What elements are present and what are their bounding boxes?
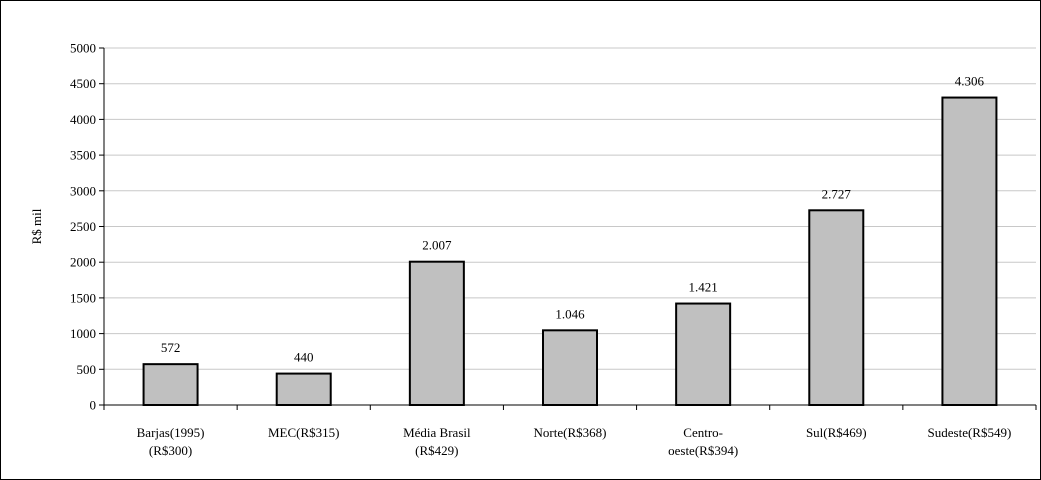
bars [142,96,998,407]
y-tick-labels: 0 500 1000 1500 2000 2500 3000 3500 4000 4500 5000 [70,41,96,413]
y-tick-label: 500 [77,362,97,377]
data-labels: 572 440 2.007 1.046 1.421 2.727 4.306 [161,74,985,365]
bar [675,302,732,406]
bar [808,209,865,406]
x-category-label: Norte(R$368) [534,425,607,440]
y-tick-label: 4000 [70,112,96,127]
data-label: 572 [161,340,181,355]
y-tick-label: 1000 [70,326,96,341]
x-category-label: Sul(R$469) [806,425,867,440]
bar [542,329,598,407]
y-tick-label: 2000 [70,255,96,270]
axes [99,47,1037,410]
data-label: 1.046 [555,306,585,321]
y-tick-label: 4500 [70,76,96,91]
bar [275,372,332,407]
data-label: 2.727 [822,186,852,201]
y-tick-label: 1500 [70,290,96,305]
bar [142,363,199,407]
y-tick-label: 5000 [70,41,96,56]
y-tick-label: 3000 [70,183,96,198]
y-tick-label: 3500 [70,148,96,163]
x-category-label: MEC(R$315) [268,425,340,440]
data-label: 4.306 [955,74,985,89]
y-axis-title: R$ mil [29,208,44,244]
data-label: 440 [294,350,314,365]
x-category-label: (R$429) [415,443,458,458]
x-category-label: Centro- [683,425,723,440]
y-tick-label: 2500 [70,219,96,234]
x-category-label: Barjas(1995) [137,425,205,440]
bar [408,260,465,406]
data-label: 1.421 [689,280,718,295]
x-category-label: Média Brasil [403,425,471,440]
gridlines [104,47,1036,370]
bar [941,96,998,406]
x-category-label: oeste(R$394) [668,443,738,458]
data-label: 2.007 [422,238,452,253]
x-category-label: Sudeste(R$549) [928,425,1012,440]
x-category-labels: Barjas(1995) (R$300) MEC(R$315) Média Brasi… [137,425,1012,458]
y-tick-label: 0 [90,398,97,413]
x-category-label: (R$300) [149,443,192,458]
